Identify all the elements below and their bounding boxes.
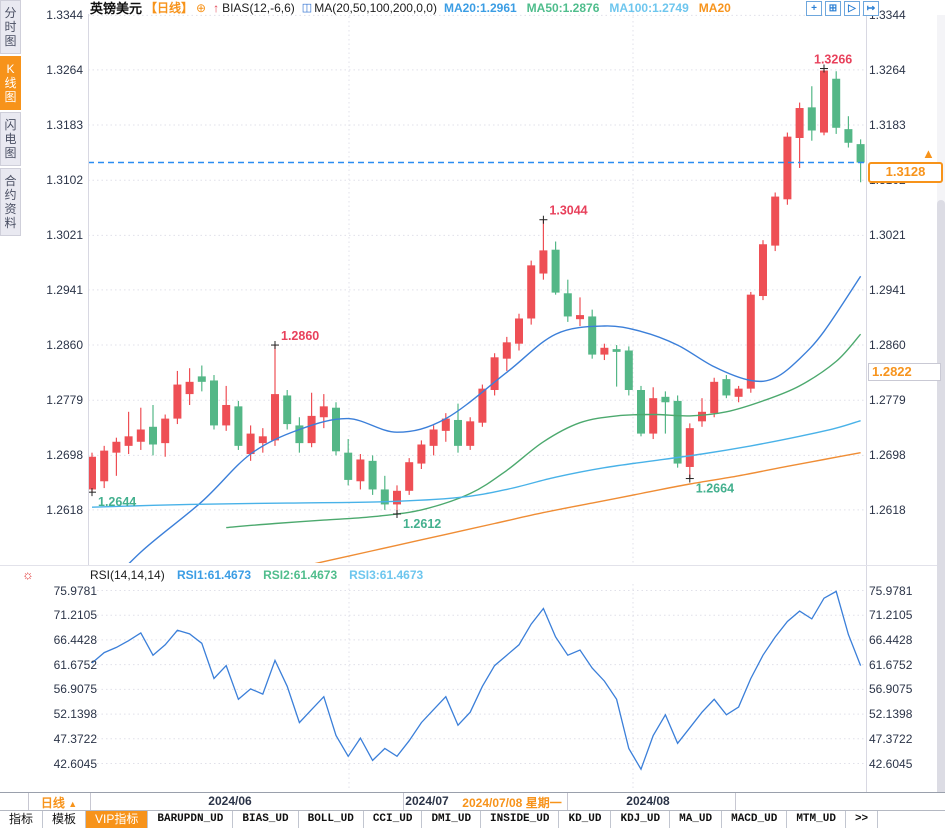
sidebar-tab-合约资料[interactable]: 合约资料: [0, 168, 21, 236]
sidebar-tab-分时图[interactable]: 分时图: [0, 0, 21, 54]
time-axis-separator: [567, 793, 568, 810]
ma-value-label: MA20:1.2961: [443, 0, 517, 15]
plot-right-border: [866, 14, 867, 792]
play-forward-icon[interactable]: ▷: [844, 1, 860, 16]
chart-header: 英镑美元 【日线】 ⊕ ↑ BIAS(12,-6,6) ◫ MA(20,50,1…: [90, 0, 731, 17]
period-label: 【日线】: [145, 1, 194, 15]
axis-scale-icon[interactable]: ⊞: [825, 1, 841, 16]
indicator-tab-INSIDE_UD[interactable]: INSIDE_UD: [481, 811, 560, 828]
indicator-tabs-bar: 指标 模板 VIP指标 BARUPDN_UD BIAS_UD BOLL_UD CCI_UD D…: [0, 810, 945, 828]
indicator-tab-BIAS_UD[interactable]: BIAS_UD: [233, 811, 299, 828]
bias-label: BIAS(12,-6,6): [222, 0, 295, 15]
scrollbar-track: [937, 15, 945, 800]
time-axis-separator: [28, 793, 29, 810]
symbol-title: 英镑美元: [90, 1, 143, 16]
svg-text:1.2644: 1.2644: [98, 495, 136, 509]
ma-value-label: MA100:1.2749: [609, 0, 689, 15]
svg-text:1.3044: 1.3044: [549, 204, 587, 218]
rsi-values: RSI1:61.4673 RSI2:61.4673 RSI3:61.4673: [177, 568, 423, 582]
rsi-value-label: RSI1:61.4673: [177, 568, 252, 582]
indicator-tab-MTM_UD[interactable]: MTM_UD: [787, 811, 846, 828]
sidebar: 分时图 K线图 闪电图 合约资料: [0, 0, 21, 238]
indicator-tab->>[interactable]: >>: [846, 811, 879, 828]
rsi-value-label: RSI3:61.4673: [349, 568, 424, 582]
rsi-label: RSI(14,14,14): [90, 568, 165, 582]
time-axis-separator: [735, 793, 736, 810]
svg-text:1.3266: 1.3266: [814, 53, 852, 67]
ma-chart-icon: ◫: [301, 2, 313, 14]
indicator-tab-KDJ_UD[interactable]: KDJ_UD: [611, 811, 671, 828]
ma-value-label: MA20: [698, 0, 731, 15]
panel-separator: [0, 565, 945, 566]
time-axis-separator: [90, 793, 91, 810]
ma-value-tag: 1.2822: [868, 362, 941, 381]
ma-values: MA20:1.2961 MA50:1.2876 MA100:1.2749 MA20: [444, 1, 731, 15]
period-dropdown-button[interactable]: 日线 ▲: [40, 796, 78, 810]
indicator-tab-BARUPDN_UD[interactable]: BARUPDN_UD: [148, 811, 234, 828]
svg-text:1.2612: 1.2612: [403, 517, 441, 531]
pan-right-icon[interactable]: ↦: [863, 1, 879, 16]
crosshair-icon[interactable]: +: [806, 1, 822, 16]
indicator-tab-VIP指标[interactable]: VIP指标: [86, 811, 149, 828]
indicator-tab-MACD_UD[interactable]: MACD_UD: [722, 811, 788, 828]
time-axis-label: 2024/07/08 星期一: [462, 796, 562, 810]
rsi-header: ☼ RSI(14,14,14) RSI1:61.4673 RSI2:61.4673…: [0, 567, 945, 584]
svg-text:1.2664: 1.2664: [696, 482, 734, 496]
sidebar-tab-K线图[interactable]: K线图: [0, 56, 21, 110]
ma-value-label: MA50:1.2876: [526, 0, 600, 15]
indicator-tab-指标[interactable]: 指标: [0, 811, 44, 828]
indicator-tab-KD_UD[interactable]: KD_UD: [559, 811, 612, 828]
add-indicator-icon[interactable]: ⊕: [196, 0, 207, 15]
time-axis-label: 2024/08: [626, 794, 670, 808]
plot-left-border: [88, 14, 89, 565]
indicator-tab-MA_UD[interactable]: MA_UD: [670, 811, 723, 828]
sidebar-tab-闪电图[interactable]: 闪电图: [0, 112, 21, 166]
time-axis-label: 2024/07: [405, 794, 449, 808]
time-axis-row: 日线 ▲ 2024/06 2024/07 2024/07/08 星期一 2024/08: [0, 792, 945, 810]
indicator-tab-模板[interactable]: 模板: [43, 811, 87, 828]
signal-arrow-icon: ↑: [213, 0, 220, 15]
chart-toolbar: + ⊞ ▷ ↦: [806, 1, 879, 16]
svg-text:1.2860: 1.2860: [281, 329, 319, 343]
time-axis-separator: [403, 793, 404, 810]
time-axis-label: 2024/06: [208, 794, 252, 808]
ma-label: MA(20,50,100,200,0,0): [314, 0, 437, 15]
rsi-value-label: RSI2:61.4673: [263, 568, 338, 582]
price-up-arrow-icon: ▲: [922, 145, 935, 161]
current-price-tag: 1.3128: [868, 161, 943, 183]
indicator-tab-DMI_UD[interactable]: DMI_UD: [422, 811, 482, 828]
indicator-tab-CCI_UD[interactable]: CCI_UD: [364, 811, 423, 828]
scrollbar-thumb[interactable]: [937, 200, 945, 800]
rsi-settings-icon[interactable]: ☼: [22, 567, 34, 582]
indicator-tab-BOLL_UD[interactable]: BOLL_UD: [299, 811, 364, 828]
